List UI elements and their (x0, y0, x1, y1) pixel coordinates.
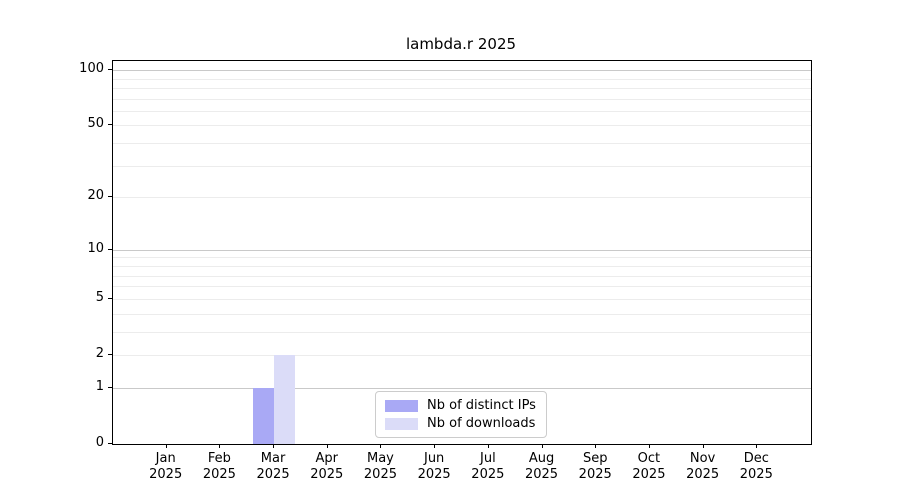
x-axis-tick (219, 444, 221, 448)
gridline-minor (113, 265, 811, 267)
y-tick-label: 50 (87, 116, 104, 132)
y-tick-label: 0 (95, 435, 104, 450)
y-axis-tick (108, 297, 112, 299)
x-tick-label: Jun 2025 (417, 451, 451, 482)
y-tick-label: 20 (87, 188, 104, 204)
y-axis-tick (108, 196, 112, 198)
gridline-minor (113, 313, 811, 315)
x-axis-tick (648, 444, 650, 448)
x-axis-tick (487, 444, 489, 448)
gridline-minor (113, 197, 811, 199)
x-tick-label: Feb 2025 (202, 451, 236, 482)
x-tick-label: Sep 2025 (578, 451, 612, 482)
gridline-minor (113, 143, 811, 145)
x-axis-tick (434, 444, 436, 448)
x-tick-label: Dec 2025 (739, 451, 773, 482)
legend-swatch (385, 399, 418, 412)
y-axis-tick (108, 353, 112, 355)
gridline-major (113, 70, 811, 72)
x-tick-label: Jan 2025 (149, 451, 183, 482)
gridline-minor (113, 331, 811, 333)
legend-label: Nb of distinct IPs (427, 398, 536, 413)
x-axis-tick (702, 444, 704, 448)
y-axis-tick (108, 443, 112, 444)
gridline-minor (113, 125, 811, 127)
x-tick-label: Nov 2025 (686, 451, 720, 482)
bar-nb-of-distinct-ips (253, 387, 275, 444)
x-axis-tick (756, 444, 758, 448)
y-axis-tick (108, 386, 112, 388)
legend-label: Nb of downloads (427, 416, 536, 431)
gridline-major (113, 387, 811, 389)
y-tick-label: 1 (95, 378, 104, 394)
plot-area (112, 60, 812, 445)
gridline-minor (113, 286, 811, 288)
x-tick-label: Apr 2025 (310, 451, 344, 482)
gridline-minor (113, 98, 811, 100)
gridline-major (113, 249, 811, 251)
x-tick-label: Oct 2025 (632, 451, 666, 482)
legend-row: Nb of downloads (385, 416, 537, 431)
y-tick-label: 5 (95, 289, 104, 305)
legend-row: Nb of distinct IPs (385, 398, 537, 413)
x-tick-label: Mar 2025 (256, 451, 290, 482)
gridline-minor (113, 165, 811, 167)
gridline-minor (113, 275, 811, 277)
x-axis-tick (326, 444, 328, 448)
bar-nb-of-downloads (274, 354, 296, 444)
y-axis-tick (108, 248, 112, 250)
y-tick-label: 100 (79, 61, 104, 77)
y-tick-label: 10 (87, 240, 104, 256)
chart-title: lambda.r 2025 (405, 35, 517, 53)
gridline-minor (113, 87, 811, 89)
gridline-minor (113, 354, 811, 356)
y-tick-label: 2 (95, 345, 104, 361)
y-axis-tick (108, 69, 112, 71)
gridline-minor (113, 110, 811, 112)
x-axis-tick (541, 444, 543, 448)
gridline-minor (113, 257, 811, 259)
legend-swatch (385, 417, 418, 430)
gridline-minor (113, 298, 811, 300)
gridline-minor (113, 78, 811, 80)
x-axis-tick (165, 444, 167, 448)
x-tick-label: Jul 2025 (471, 451, 505, 482)
x-axis-tick (595, 444, 597, 448)
y-axis-tick (108, 124, 112, 126)
legend: Nb of distinct IPs Nb of downloads (375, 391, 547, 438)
x-axis-tick (380, 444, 382, 448)
x-axis-tick (273, 444, 275, 448)
x-tick-label: Aug 2025 (524, 451, 559, 482)
x-tick-label: May 2025 (363, 451, 397, 482)
